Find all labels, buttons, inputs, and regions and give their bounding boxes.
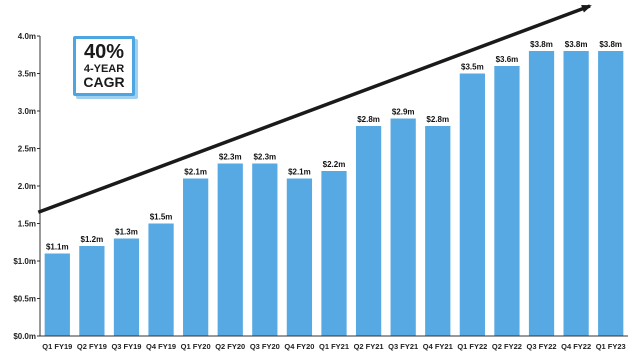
y-tick-label: 3.5m [18,70,36,79]
x-tick-label: Q2 FY20 [215,342,245,351]
y-tick-label: 3.0m [18,107,36,116]
data-label: $2.8m [357,115,380,124]
bar [494,66,520,336]
x-tick-label: Q1 FY22 [457,342,487,351]
data-label: $3.5m [461,63,484,72]
data-label: $2.3m [253,153,276,162]
x-tick-label: Q4 FY22 [561,342,591,351]
x-tick-label: Q3 FY20 [250,342,280,351]
trend-arrow [37,4,592,214]
bar [528,51,555,336]
bar [79,246,105,336]
bar [390,118,416,336]
y-tick-label: $0.5m [13,295,36,304]
bar [563,51,589,336]
y-tick-label: 2.5m [18,145,36,154]
x-axis: Q1 FY19 Q2 FY19 Q3 FY19 Q4 FY19 Q1 FY20 Q2 FY… [40,335,628,351]
data-label: $3.6m [496,55,519,64]
bar [113,238,140,336]
bar [286,178,313,336]
bar [217,163,243,336]
cagr-badge: 40% 4-YEAR CAGR [73,36,135,96]
x-tick-label: Q4 FY19 [146,342,176,351]
bar [425,126,451,336]
cagr-period: 4-YEAR [83,63,125,75]
data-label: $2.1m [184,168,207,177]
cagr-percent: 40% [83,41,125,63]
data-label: $3.8m [565,40,588,49]
x-tick-label: Q3 FY19 [111,342,141,351]
data-label: $3.8m [599,40,622,49]
x-tick-label: Q4 FY20 [284,342,314,351]
y-tick-label: 4.0m [18,32,36,41]
data-label: $2.2m [323,160,346,169]
x-tick-label: Q2 FY22 [492,342,522,351]
data-label: $1.1m [46,243,69,252]
x-tick-label: Q1 FY21 [319,342,349,351]
x-tick-label: Q2 FY21 [354,342,384,351]
bar [598,51,624,336]
data-label: $3.8m [530,40,553,49]
bar [355,126,382,336]
data-label: $2.3m [219,153,242,162]
bar [321,171,347,336]
data-label: $1.3m [115,228,138,237]
y-tick-label: $0.0m [13,332,36,341]
data-label: $2.1m [288,168,311,177]
y-axis: $0.0m $0.5m $1.0m 1.5m 2.0m 2.5m 3.0m 3.5m 4.0m [13,32,41,341]
bar [148,223,174,336]
y-tick-label: $1.0m [13,257,36,266]
data-label: $1.5m [150,213,173,222]
y-tick-label: 2.0m [18,182,36,191]
bar [44,253,70,336]
trend-arrow-line [37,4,592,214]
x-tick-label: Q1 FY20 [181,342,211,351]
data-label: $2.8m [426,115,449,124]
x-tick-label: Q3 FY22 [527,342,557,351]
x-tick-label: Q1 FY23 [596,342,626,351]
data-label: $2.9m [392,108,415,117]
data-label: $1.2m [81,235,104,244]
cagr-label: CAGR [83,74,125,90]
bar [252,163,278,336]
bar [183,178,209,336]
x-tick-label: Q3 FY21 [388,342,418,351]
x-tick-label: Q1 FY19 [42,342,72,351]
bar [459,73,485,336]
y-tick-label: 1.5m [18,220,36,229]
bars: $1.1m $1.2m $1.3m $1.5m $2.1m $2.3m $2.3m $2.1m… [44,40,624,336]
x-tick-label: Q2 FY19 [77,342,107,351]
x-tick-label: Q4 FY21 [423,342,453,351]
